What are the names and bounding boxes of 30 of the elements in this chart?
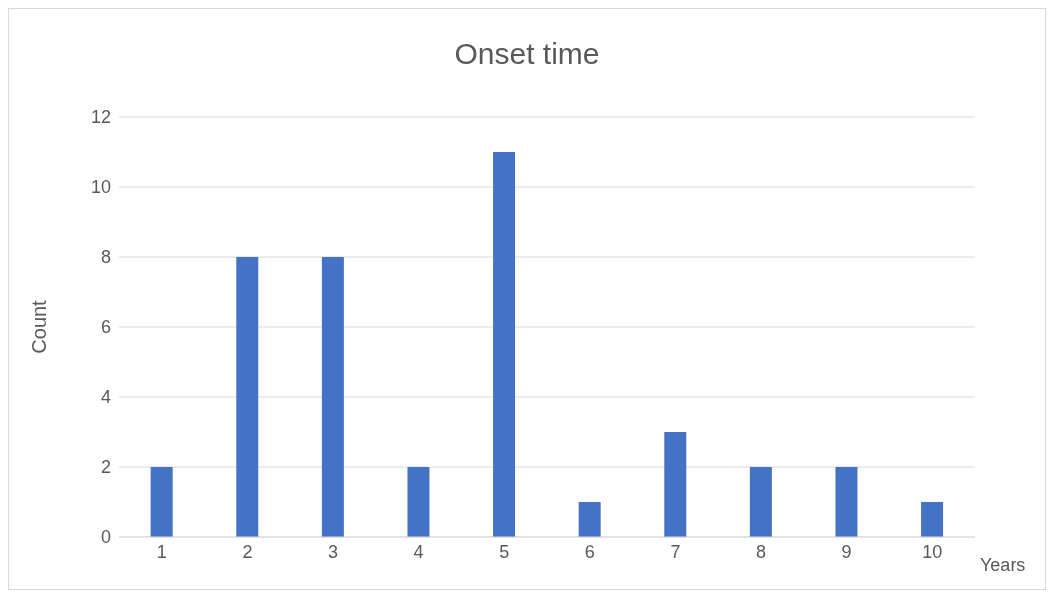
x-tick-label: 1	[156, 541, 167, 562]
y-tick-label: 0	[100, 527, 111, 548]
x-tick-label: 4	[413, 541, 424, 562]
bar	[236, 257, 259, 537]
chart-title: Onset time	[453, 36, 601, 72]
bar	[664, 432, 687, 537]
x-tick-label: 8	[755, 541, 767, 562]
bar	[321, 257, 344, 537]
bar	[835, 467, 858, 537]
y-tick-label: 10	[90, 177, 111, 198]
x-tick-label: 3	[327, 541, 339, 562]
y-tick-label: 6	[100, 317, 111, 338]
y-axis-title: Count	[28, 299, 51, 354]
bar	[921, 502, 944, 537]
bar	[749, 467, 772, 537]
y-tick-label: 4	[100, 387, 111, 408]
bar	[493, 152, 516, 537]
x-tick-label: 10	[922, 541, 943, 562]
x-tick-label: 5	[499, 541, 510, 562]
x-tick-label: 2	[242, 541, 253, 562]
y-tick-label: 12	[90, 107, 111, 128]
x-tick-label: 6	[584, 541, 595, 562]
bar	[407, 467, 430, 537]
y-tick-label: 2	[100, 457, 111, 478]
bar	[578, 502, 601, 537]
x-tick-label: 7	[670, 541, 681, 562]
bar	[150, 467, 173, 537]
x-tick-label: 9	[841, 541, 852, 562]
y-tick-label: 8	[100, 247, 111, 268]
x-axis-title: Years	[980, 555, 1026, 576]
